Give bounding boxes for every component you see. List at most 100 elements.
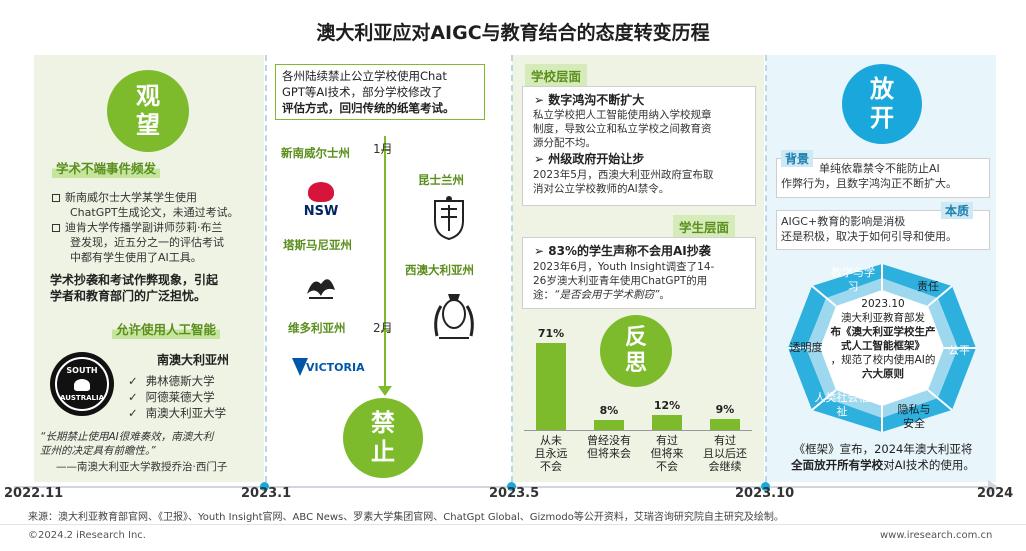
month-jan: 1月 <box>373 142 393 156</box>
background-text: 单纯依靠禁令不能防止AI 作弊行为，且数字鸿沟正不断扩大。 <box>781 162 957 190</box>
tick <box>381 330 390 332</box>
list-item-text: 中都有学生使用了AI工具。 <box>70 251 202 264</box>
essence-text: AIGC+教育的影响是消极 还是积极，取决于如何引导和使用。 <box>781 215 957 243</box>
state-nsw: 新南威尔士州 <box>281 146 350 160</box>
school-paragraph-1: 私立学校把人工智能使用纳入学校规章 制度，导致公立和私立学校之间教育资 源分配不… <box>533 109 712 149</box>
label-student-level: 学生层面 <box>673 215 736 238</box>
south-australia-logo: SOUTH AUSTRALIA <box>50 352 114 416</box>
circle-char: 望 <box>136 111 160 139</box>
label-allow-ai: 允许使用人工智能 <box>112 318 221 339</box>
usage-bar-chart: 71% 从未 且永远 不会 8% 曾经没有 但将来会 12% 有过 但将来 不会 9% 有过 且以后还 会继… <box>522 318 754 478</box>
principle-transparency: 透明度 <box>789 341 823 354</box>
timeline-dot <box>260 482 269 491</box>
quote-author: ——南澳大利亚大学教授乔治·西门子 <box>56 461 228 473</box>
timeline-label: 2024 <box>977 486 1014 501</box>
principle-teaching: 教学与学习 <box>831 266 875 293</box>
student-heading: ➢ 83%的学生声称不会用AI抄袭 <box>534 244 711 258</box>
timeline-label: 2023.5 <box>489 486 540 501</box>
website: www.iresearch.com.cn <box>880 530 993 541</box>
chart-data-label: 8% <box>599 404 619 417</box>
list-item: 迪肯大学传播学副讲师莎莉·布兰 <box>52 220 267 235</box>
victoria-logo: VICTORIA <box>292 356 365 384</box>
stage-open-circle: 放 开 <box>842 64 922 144</box>
student-level-box <box>522 237 756 309</box>
chart-bar <box>594 420 624 430</box>
timeline-label: 2023.10 <box>735 486 795 501</box>
school-paragraph-2: 2023年5月，西澳大利亚州政府宣布取 消对公立学校教师的AI禁令。 <box>533 169 714 195</box>
list-item: ✓ 弗林德斯大学 <box>128 374 215 388</box>
chart-bar <box>536 343 566 430</box>
list-item: ✓ 阿德莱德大学 <box>128 390 215 404</box>
chart-data-label: 71% <box>537 327 565 340</box>
list-item-text: ChatGPT生成论文，未通过考试。 <box>70 206 239 219</box>
tasmania-logo-icon <box>303 268 339 302</box>
ban-summary-box: 各州陆续禁止公立学校使用Chat GPT等AI技术，部分学校修改了 评估方式，回… <box>275 64 485 120</box>
check-icon: ✓ <box>128 406 138 420</box>
timeline-label: 2023.1 <box>241 486 292 501</box>
chart-data-label: 12% <box>653 399 681 412</box>
chart-bar <box>652 415 682 430</box>
queensland-crest-icon <box>427 195 471 241</box>
chart-category-label: 从未 且永远 不会 <box>534 434 568 473</box>
chart-category-label: 有过 但将来 不会 <box>650 434 684 473</box>
check-icon: ✓ <box>128 374 138 388</box>
uni-list: ✓ 弗林德斯大学 ✓ 阿德莱德大学 ✓ 南澳大利亚大学 <box>128 373 226 421</box>
source-note: 来源：澳大利亚教育部官网、《卫报》、Youth Insight官网、ABC Ne… <box>28 512 784 523</box>
student-paragraph: 2023年6月，Youth Insight调查了14- 26岁澳大利亚青年使用C… <box>533 261 715 301</box>
quote: “长期禁止使用AI很难奏效，南澳大利 亚州的决定具有前瞻性。” <box>40 431 214 457</box>
school-heading-1: ➢ 数字鸿沟不断扩大 <box>534 93 645 107</box>
arrow-bullet-icon: ➢ <box>534 244 545 258</box>
principle-privacy: 隐私与安全 <box>897 403 931 430</box>
principle-fairness: 公平 <box>948 344 970 357</box>
state-wa: 西澳大利亚州 <box>405 263 474 277</box>
timeline-axis <box>14 486 992 488</box>
list-item: 新南威尔士大学某学生使用 <box>52 190 267 205</box>
chart-category-label: 有过 且以后还 会继续 <box>703 434 747 473</box>
arrow-right-icon <box>988 480 998 494</box>
label-school-level: 学校层面 <box>525 64 588 87</box>
nsw-logo: NSW <box>300 182 342 222</box>
stage-wait-circle: 观 望 <box>107 70 189 152</box>
footer-divider <box>0 524 1026 525</box>
timeline-dot <box>507 482 516 491</box>
school-heading-2: ➢ 州级政府开始让步 <box>534 152 645 166</box>
label-essence: 本质 <box>941 202 974 219</box>
timeline-dot <box>761 482 770 491</box>
stage-reflect-circle: 反 思 <box>600 315 672 387</box>
framework-center: 2023.10 澳大利亚教育部发 布《澳大利亚学校生产式人工智能框架》 ，规范了… <box>830 298 936 380</box>
bullet-square-icon <box>52 194 60 202</box>
arrow-bullet-icon: ➢ <box>534 152 545 166</box>
principle-welfare: 人类社会福祉 <box>814 391 870 418</box>
stage-ban-circle: 禁 止 <box>343 398 423 478</box>
tick <box>381 149 390 151</box>
chart-baseline <box>524 430 752 431</box>
list-item-text: 登发现，近五分之一的评估考试 <box>70 236 224 249</box>
copyright: ©2024.2 iResearch Inc. <box>28 530 146 541</box>
divider <box>265 55 267 482</box>
misconduct-list: 新南威尔士大学某学生使用 ChatGPT生成论文，未通过考试。 迪肯大学传播学副… <box>52 190 267 265</box>
chart-bar <box>710 419 740 430</box>
timeline-label: 2022.11 <box>4 486 64 501</box>
page-title: 澳大利亚应对AIGC与教育结合的态度转变历程 <box>316 22 710 44</box>
misconduct-conclusion: 学术抄袭和考试作弊现象，引起 学者和教育部门的广泛担忧。 <box>50 273 219 303</box>
divider <box>765 55 767 482</box>
bullet-square-icon <box>52 224 60 232</box>
arrow-down-icon <box>378 386 392 396</box>
state-tas: 塔斯马尼亚州 <box>283 238 352 252</box>
label-background: 背景 <box>781 150 814 167</box>
list-item: ✓ 南澳大利亚大学 <box>128 406 227 420</box>
principle-responsibility: 责任 <box>917 280 939 293</box>
school-level-box <box>522 86 756 206</box>
state-vic: 维多利亚州 <box>288 321 346 335</box>
arrow-bullet-icon: ➢ <box>534 93 545 107</box>
label-misconduct: 学术不端事件频发 <box>52 157 161 178</box>
state-south-australia: 南澳大利亚州 <box>157 353 230 367</box>
circle-char: 观 <box>136 82 160 110</box>
principles-ring <box>788 264 976 432</box>
check-icon: ✓ <box>128 390 138 404</box>
chart-data-label: 9% <box>715 403 735 416</box>
wa-crest-icon <box>429 290 479 342</box>
month-feb: 2月 <box>373 321 393 335</box>
divider <box>511 55 513 482</box>
framework-announcement: 《框架》宣布，2024年澳大利亚将 全面放开所有学校对AI技术的使用。 <box>791 442 975 472</box>
